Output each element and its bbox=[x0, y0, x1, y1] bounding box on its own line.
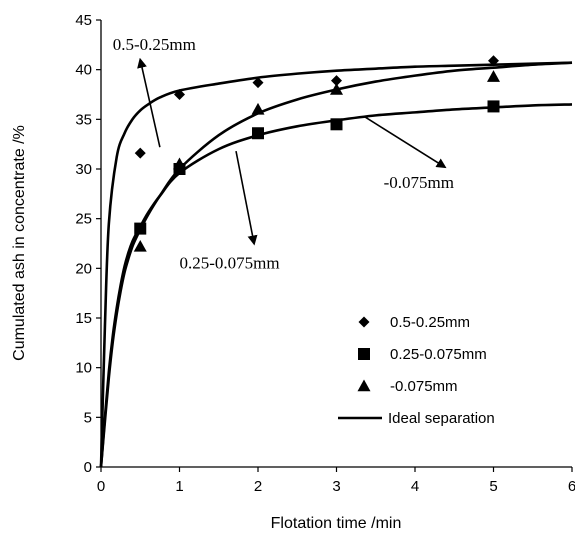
annotation-label: 0.5-0.25mm bbox=[113, 35, 196, 54]
legend-label: 0.25-0.075mm bbox=[390, 346, 487, 363]
annotations: 0.5-0.25mm 0.25-0.075mm -0.075mm bbox=[113, 35, 454, 273]
annotation-arrow bbox=[137, 57, 161, 148]
legend-marker bbox=[357, 379, 371, 392]
x-axis-label: Flotation time /min bbox=[271, 515, 402, 532]
y-tick-label: 35 bbox=[75, 111, 92, 128]
annotation-arrow bbox=[363, 115, 447, 169]
point--0.075mm bbox=[330, 83, 343, 95]
legend-label: 0.5-0.25mm bbox=[390, 314, 470, 331]
y-axis-label: Cumulated ash in concentrate /% bbox=[11, 125, 28, 361]
point-0.25-0.075mm bbox=[134, 222, 147, 235]
point-0.5-0.25mm bbox=[174, 89, 185, 100]
y-tick-label: 10 bbox=[75, 360, 92, 377]
y-tick-label: 25 bbox=[75, 211, 92, 228]
point-0.5-0.25mm bbox=[488, 55, 499, 67]
y-tick-label: 0 bbox=[84, 459, 92, 476]
annotation-arrow bbox=[235, 150, 258, 246]
legend: 0.5-0.25mm 0.25-0.075mm -0.075mm Ideal sepa… bbox=[338, 314, 495, 427]
y-tick-label: 5 bbox=[84, 409, 92, 426]
point-0.5-0.25mm bbox=[134, 147, 146, 159]
point-0.25-0.075mm bbox=[330, 118, 343, 131]
point--0.075mm bbox=[133, 239, 147, 252]
legend-marker bbox=[358, 316, 370, 328]
x-tick-label: 6 bbox=[568, 478, 575, 495]
legend-label: Ideal separation bbox=[388, 410, 495, 427]
x-tick-label: 5 bbox=[489, 478, 497, 495]
point-0.5-0.25mm bbox=[252, 77, 264, 89]
point--0.075mm bbox=[251, 102, 265, 115]
x-tick-label: 3 bbox=[332, 478, 340, 495]
x-tick-label: 0 bbox=[97, 478, 105, 495]
x-tick-label: 1 bbox=[175, 478, 183, 495]
point--0.075mm bbox=[173, 157, 186, 170]
annotation-label: -0.075mm bbox=[384, 173, 454, 192]
data-points bbox=[133, 55, 500, 252]
point-0.25-0.075mm bbox=[487, 100, 500, 113]
y-tick-label: 30 bbox=[75, 161, 92, 178]
y-tick-label: 20 bbox=[75, 260, 92, 277]
legend-label: -0.075mm bbox=[390, 378, 458, 395]
y-tick-label: 15 bbox=[75, 310, 92, 327]
fit-curve-0.25-0.075mm bbox=[99, 103, 573, 468]
point-0.5-0.25mm bbox=[331, 75, 342, 87]
legend-marker bbox=[358, 348, 370, 360]
point-0.25-0.075mm bbox=[252, 127, 264, 140]
y-tick-label: 40 bbox=[75, 62, 92, 79]
y-tick-label: 45 bbox=[75, 12, 92, 29]
point--0.075mm bbox=[487, 70, 500, 82]
x-tick-label: 4 bbox=[411, 478, 419, 495]
x-tick-label: 2 bbox=[254, 478, 262, 495]
fit-curve--0.075mm bbox=[99, 61, 573, 468]
annotation-label: 0.25-0.075mm bbox=[180, 253, 280, 272]
